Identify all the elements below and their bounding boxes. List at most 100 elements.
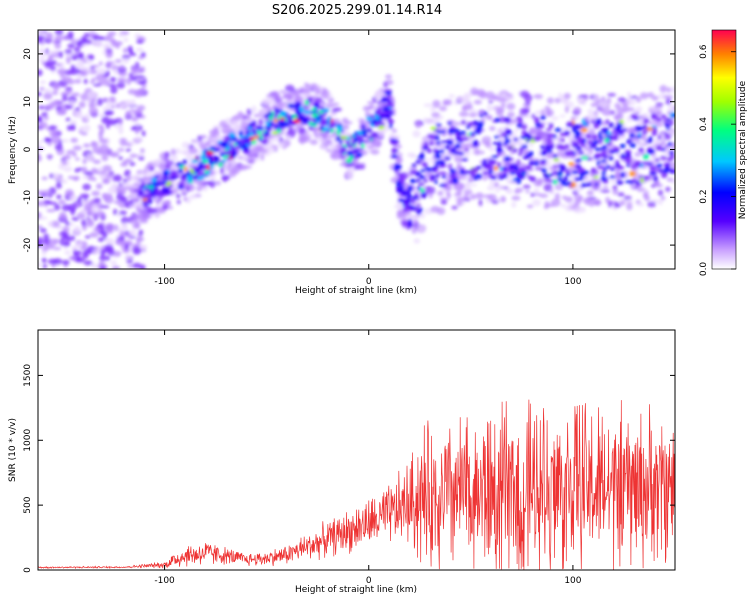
spectrogram-blob [61,259,70,266]
spectrogram-blob [435,123,442,127]
spectrogram-blob [499,93,508,99]
spectrogram-blob [228,132,236,139]
spectrogram-blob [115,185,126,193]
spectrogram-blob [663,94,674,99]
spectrogram-blob [466,121,474,127]
spectrogram-blob [239,121,249,126]
spectrogram-blob [626,107,635,112]
spectrogram-blob [642,189,650,194]
spectrogram-blob [573,106,582,114]
spectrogram-blob [409,178,416,184]
spectrogram-blob [91,262,98,269]
spectrogram-blob [613,201,620,209]
spectrogram-blob [407,185,413,192]
spectrogram-blob [570,116,576,121]
spectrogram-blob [566,121,574,127]
spectrogram-blob [294,101,302,108]
spectrogram-blob [447,163,453,170]
spectrogram-blob [312,123,317,127]
spectrogram-blob [38,37,43,44]
spectrogram-blob [553,179,558,185]
spectrogram-blob [142,204,148,208]
colorbar-label: Normalized spectral amplitude [738,80,748,219]
spectrogram-blob [164,151,170,159]
spectrogram-blob [507,111,515,118]
spectrogram-blob [470,167,479,174]
spectrogram-blob [64,104,74,110]
spectrogram-blob [595,198,601,207]
spectrogram-blob [426,148,433,154]
spectrogram-blob [561,195,567,200]
spectrogram-blob [600,175,606,182]
spectrogram-blob [605,164,610,169]
spectrogram-blob [606,97,612,102]
spectrogram-blob [486,104,493,113]
spectrogram-blob [335,136,340,142]
spectrogram-blob [252,152,257,159]
spectrogram-blob [504,135,509,139]
spectrogram-blob [444,144,451,150]
spectrogram-blob [329,122,337,128]
spectrogram-blob [197,163,202,169]
spectrogram-blob [416,185,421,192]
spectrogram-blob [647,92,655,98]
spectrogram-blob [102,43,111,50]
spectrogram-blob [581,118,586,124]
spectrogram-blob [229,154,237,158]
spectrogram-blob [170,148,177,156]
spectrogram-blob [66,149,76,155]
spectrogram-blob [136,89,146,94]
spectrogram-blob [120,230,126,237]
spectrogram-blob [622,103,629,107]
spectrogram-blob [487,115,493,121]
spectrogram-blob [463,189,473,195]
spectrogram-blob [583,175,589,179]
spectrogram-blob [260,153,265,161]
spectrogram-blob [185,154,195,161]
spectrogram-blob [83,124,91,132]
spectrogram-blob [568,162,575,167]
spectrogram-blob [70,64,76,71]
chart-title: S206.2025.299.01.14.R14 [272,3,442,18]
spectrogram-blob [411,198,416,204]
spectrogram-blob [448,180,454,184]
spectrogram-blob [594,147,602,152]
spectrogram-blob [322,126,330,132]
spectrogram-blob [609,155,614,161]
spectrogram-blob [287,103,295,109]
spectrogram-blob [118,104,126,109]
spectrogram-blob [398,198,405,203]
spectrogram-blob [264,126,272,130]
spectrogram-blob [265,98,275,104]
spectrogram-blob [418,207,424,212]
spectrogram-blob [593,175,599,179]
spectrogram-blob [308,126,314,131]
spectrogram-blob [75,157,80,161]
spectrogram-blob [455,136,461,142]
spectrogram-blob [667,157,673,162]
spectrogram-blob [499,115,506,124]
spectrogram-blob [83,78,88,85]
spectrogram-blob [54,36,63,42]
snr-y-tick-label: 1500 [23,364,33,387]
spectrogram-blob [445,191,451,196]
spectrogram-blob [122,178,128,183]
spectrogram-blob [402,190,408,197]
spectrogram-blob [53,204,61,211]
spectrogram-blob [87,218,93,225]
spectrogram-blob [243,165,252,169]
spectrogram-blob [215,180,221,186]
spectrogram-blob [564,169,570,174]
spectrogram-blob [109,76,117,83]
spectrogram-blob [587,108,594,115]
spectrogram-blob [128,72,134,78]
spectrogram-blob [67,203,77,212]
spectrogram-blob [564,130,570,135]
spectrogram-blob [138,156,145,161]
spectrogram-blob [660,195,666,201]
spectrogram-blob [273,118,279,123]
spectrogram-blob [99,249,106,257]
spectrogram-blob [65,189,74,197]
spectrogram-y-tick-label: 20 [23,48,33,60]
spectrogram-blob [384,113,392,119]
